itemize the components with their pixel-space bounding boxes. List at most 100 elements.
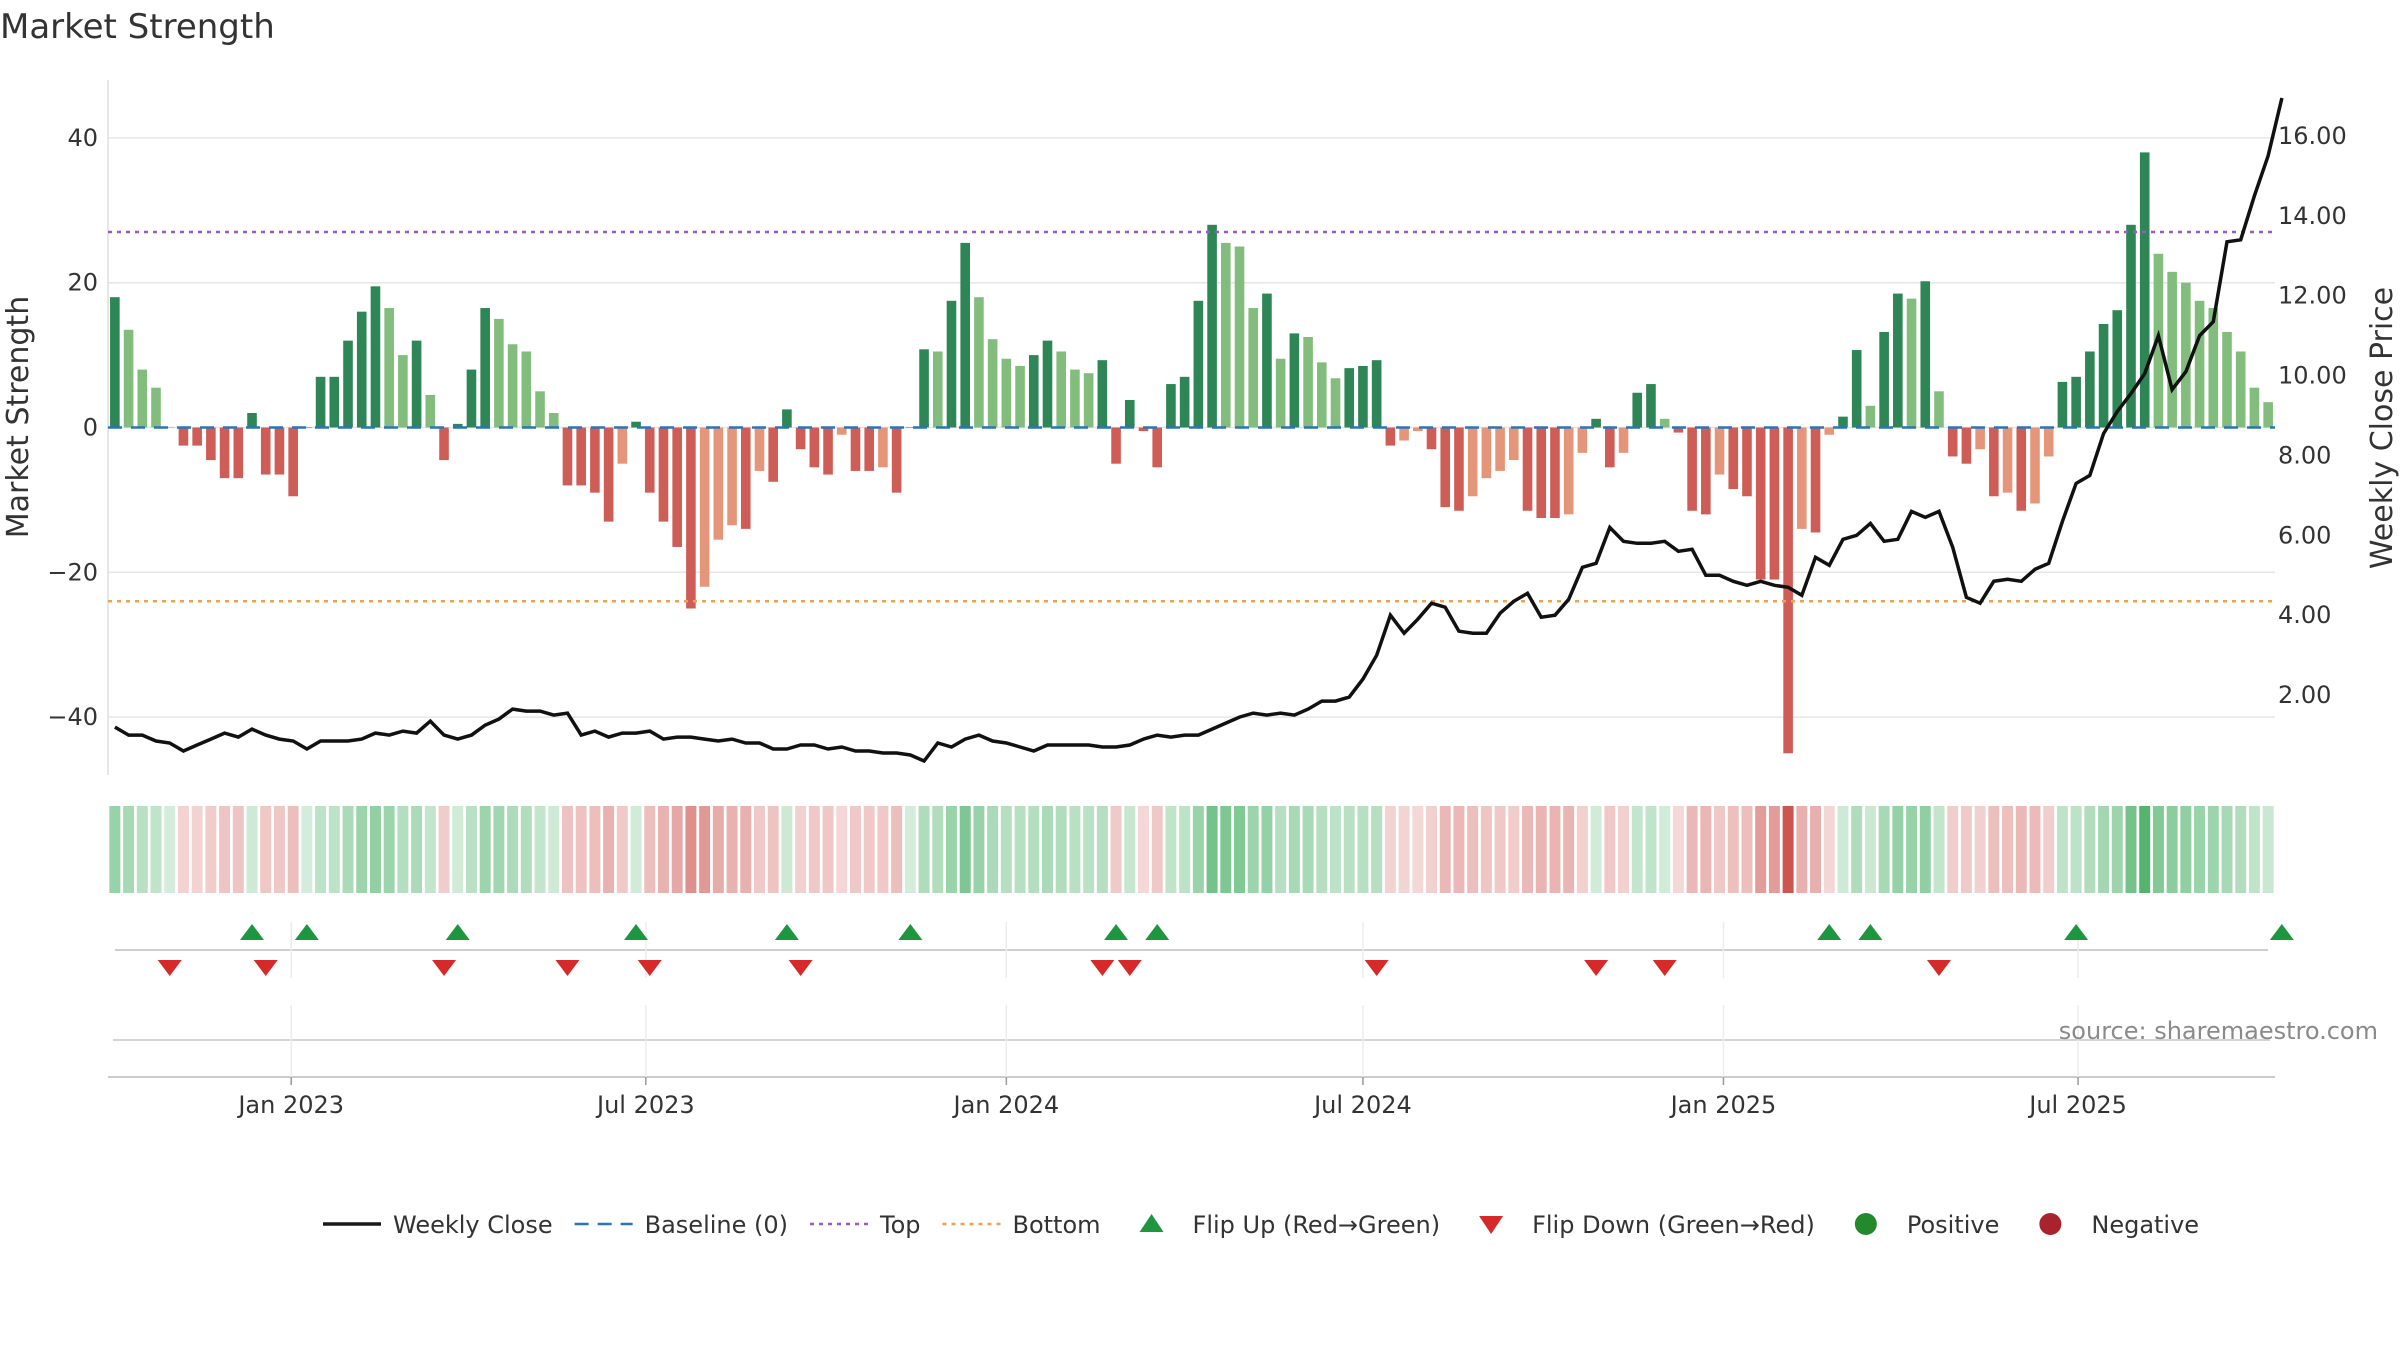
heat-cell	[177, 806, 189, 893]
strength-bar	[1179, 376, 1190, 428]
heat-cell	[877, 806, 889, 893]
strength-bar	[1536, 427, 1547, 518]
heat-cell	[726, 806, 738, 893]
strength-bar	[740, 427, 751, 529]
heat-cell	[1343, 806, 1355, 893]
heat-cell	[1316, 806, 1328, 893]
strength-bar	[644, 427, 655, 493]
heat-cell	[1755, 806, 1767, 893]
strength-bar	[2167, 271, 2177, 428]
strength-bar	[1618, 427, 1629, 453]
strength-bar	[1316, 362, 1327, 428]
strength-bar	[1810, 427, 1821, 533]
heat-cell	[287, 806, 299, 893]
strength-bar	[123, 329, 134, 428]
heat-cell	[1096, 806, 1108, 893]
heat-cell	[740, 806, 752, 893]
strength-bar	[754, 427, 765, 471]
strength-bar	[686, 427, 696, 609]
heat-cell	[1823, 806, 1835, 893]
y2-tick-label: 10.00	[2278, 362, 2347, 390]
heat-cell	[534, 806, 546, 893]
strength-bar	[1783, 427, 1793, 754]
heat-cell	[1645, 806, 1657, 893]
heat-cell	[1288, 806, 1300, 893]
heat-cell	[356, 806, 368, 893]
heat-cell	[1768, 806, 1780, 893]
strength-bar	[192, 427, 202, 446]
strength-heat-strip	[109, 806, 2274, 893]
strength-bar	[233, 427, 244, 479]
heat-cell	[548, 806, 560, 893]
y2-tick-label: 8.00	[2278, 441, 2331, 469]
heat-cell	[945, 806, 957, 893]
heat-cell	[1714, 806, 1726, 893]
flip-up-marker	[1817, 924, 1842, 940]
flip-up-marker	[445, 924, 470, 940]
strength-bar	[2098, 323, 2109, 428]
strength-bar	[1440, 427, 1451, 508]
x-tick-label: Jul 2025	[2027, 1091, 2127, 1119]
flip-down-marker	[1584, 960, 1609, 976]
heat-cell	[1604, 806, 1616, 893]
flip-up-marker	[898, 924, 923, 940]
strength-bar	[562, 427, 573, 486]
heat-cell	[1563, 806, 1575, 893]
heat-cell	[109, 806, 121, 893]
heat-cell	[1151, 806, 1163, 893]
heat-cell	[644, 806, 656, 893]
strength-bar	[603, 427, 614, 522]
strength-bar	[987, 339, 998, 428]
strength-bar	[480, 308, 490, 428]
heat-cell	[328, 806, 340, 893]
strength-bar	[1522, 427, 1533, 511]
legend-triangle-down-icon	[1479, 1216, 1504, 1234]
strength-bar	[151, 387, 161, 428]
strength-bar	[1193, 300, 1204, 428]
heat-cell	[1576, 806, 1588, 893]
heat-cell	[136, 806, 148, 893]
y-tick-label: 40	[67, 124, 98, 152]
heat-cell	[1275, 806, 1287, 893]
strength-bar	[891, 427, 902, 493]
strength-bar	[1289, 333, 1300, 428]
heat-cell	[863, 806, 875, 893]
strength-bar	[1426, 427, 1437, 450]
strength-bar	[1070, 369, 1080, 428]
strength-bar	[1028, 355, 1039, 428]
strength-bar	[1248, 308, 1259, 428]
heat-cell	[1810, 806, 1822, 893]
flip-down-marker	[1652, 960, 1677, 976]
heat-cell	[1453, 806, 1465, 893]
strength-bar	[905, 427, 916, 428]
y2-axis-label: Weekly Close Price	[2365, 287, 2400, 569]
heat-cell	[397, 806, 409, 893]
heat-cell	[1700, 806, 1712, 893]
heat-cell	[479, 806, 491, 893]
strength-bar	[206, 427, 216, 461]
strength-bar	[932, 351, 943, 428]
strength-bar	[2263, 402, 2273, 428]
heat-cell	[2194, 806, 2206, 893]
strength-bar	[178, 427, 189, 446]
heat-cell	[589, 806, 601, 893]
heat-cell	[1522, 806, 1534, 893]
heat-cell	[1206, 806, 1218, 893]
strength-bar	[219, 427, 230, 479]
heat-cell	[781, 806, 793, 893]
strength-bars	[110, 152, 2273, 754]
y2-tick-label: 6.00	[2278, 521, 2331, 549]
strength-bar	[507, 344, 518, 428]
strength-bar	[1344, 368, 1355, 428]
strength-bar	[1975, 427, 1985, 450]
heat-cell	[603, 806, 615, 893]
strength-bar	[672, 427, 682, 547]
strength-bar	[2057, 381, 2068, 428]
heat-cell	[246, 806, 258, 893]
strength-bar	[782, 409, 792, 428]
x-axis: Jan 2023 Jul 2023 Jan 2024 Jul 2024 Jan 2025…	[108, 1005, 2275, 1119]
heat-cell	[301, 806, 313, 893]
strength-bar	[1646, 384, 1656, 428]
strength-bar	[2139, 152, 2150, 428]
flip-up-marker	[240, 924, 265, 940]
